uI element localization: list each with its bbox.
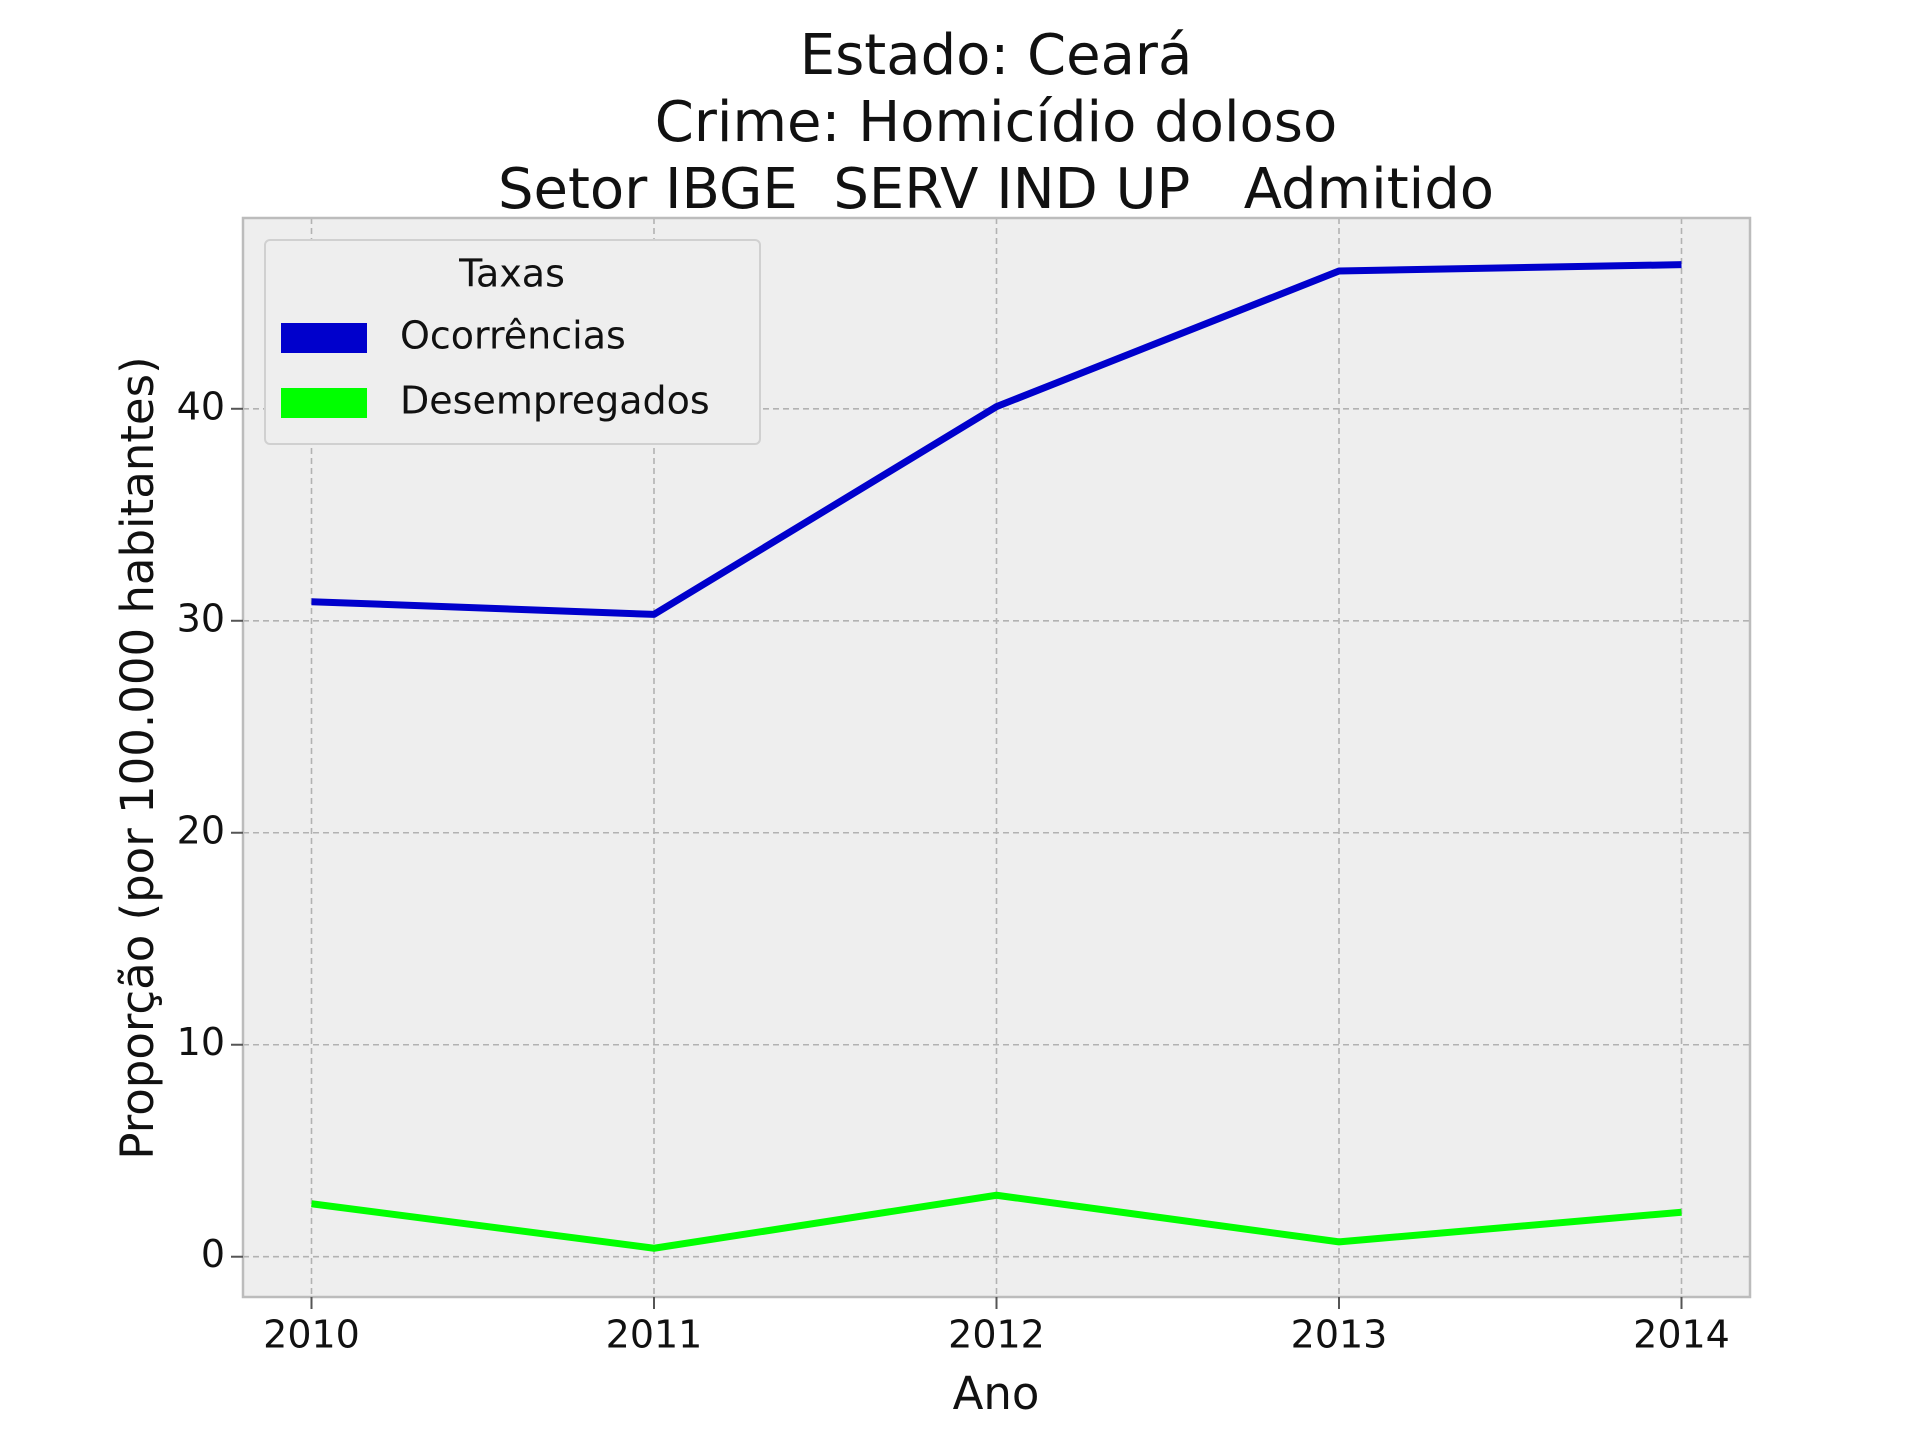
x-tick-label: 2011 [606,1313,703,1357]
y-tick-label: 30 [177,596,225,640]
y-tick-label: 10 [177,1020,225,1064]
chart-title-line: Crime: Homicídio doloso [655,90,1337,155]
x-tick-label: 2010 [263,1313,360,1357]
y-tick-label: 40 [177,384,225,428]
x-tick-label: 2012 [948,1313,1045,1357]
legend-label: Ocorrências [400,314,626,358]
x-axis-ticks: 2010 2011 2012 2013 2014 [263,1297,1730,1357]
chart-title-line: Setor IBGE SERV IND UP Admitido [498,157,1494,222]
grid-lines [243,218,1750,1297]
legend-box [264,239,761,445]
x-tick-label: 2014 [1633,1313,1730,1357]
legend: Taxas Ocorrências Desempregados [264,239,761,445]
legend-label: Desempregados [400,379,710,423]
series-lines [311,261,1682,1252]
y-tick-label: 20 [177,808,225,852]
chart-title-line: Estado: Ceará [800,23,1193,88]
x-tick-label: 2013 [1291,1313,1388,1357]
y-tick-label: 0 [201,1232,225,1276]
series-line [311,261,1682,618]
y-axis-label: Proporção (por 100.000 habitantes) [111,356,164,1159]
y-axis-ticks: 0 10 20 30 40 [177,384,243,1276]
legend-swatch [281,323,367,353]
series-line [311,1191,1682,1252]
legend-title: Taxas [458,252,565,296]
legend-swatch [281,388,367,418]
x-axis-label: Ano [953,1367,1040,1420]
